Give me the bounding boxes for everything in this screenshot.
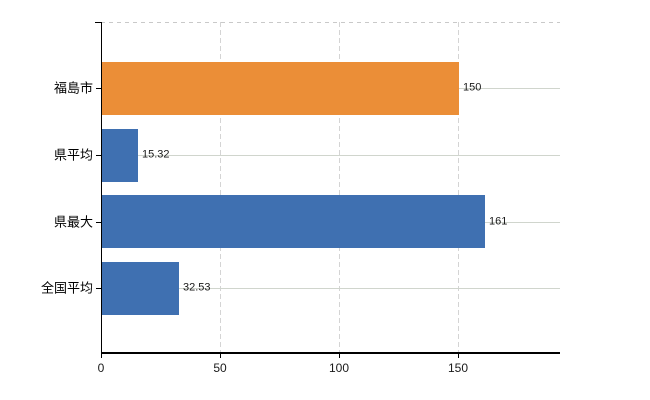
category-label: 全国平均	[40, 280, 93, 296]
category-label: 県最大	[53, 214, 93, 229]
x-axis-tick	[220, 354, 221, 358]
bar-value-label: 32.53	[183, 281, 211, 294]
y-axis-line	[101, 22, 102, 352]
category-label: 県平均	[53, 147, 93, 163]
bar-value-label: 15.32	[142, 148, 170, 161]
bar	[102, 61, 459, 115]
horizontal-gridline	[101, 155, 560, 156]
y-axis-tick	[96, 288, 101, 289]
x-axis-tick	[101, 354, 102, 358]
x-axis-tick	[458, 354, 459, 358]
bar	[102, 128, 138, 182]
plot-top-border	[101, 22, 560, 23]
vertical-gridline	[220, 22, 221, 352]
y-axis-tick	[96, 222, 101, 223]
x-tick-label: 0	[97, 361, 105, 375]
x-tick-label: 100	[328, 361, 350, 375]
x-tick-label: 50	[213, 361, 227, 375]
x-tick-label: 150	[447, 361, 469, 375]
y-axis-tick	[96, 88, 101, 89]
vertical-gridline	[339, 22, 340, 352]
bar	[102, 261, 179, 315]
vertical-gridline	[458, 22, 459, 352]
bar-value-label: 150	[463, 81, 482, 94]
y-axis-tick	[95, 22, 101, 23]
bar	[102, 195, 485, 248]
category-label: 福島市	[53, 80, 93, 96]
x-axis-tick	[339, 354, 340, 358]
horizontal-gridline	[101, 288, 560, 289]
y-axis-tick	[96, 155, 101, 156]
x-axis-line	[101, 352, 560, 354]
bar-value-label: 161	[489, 215, 508, 227]
